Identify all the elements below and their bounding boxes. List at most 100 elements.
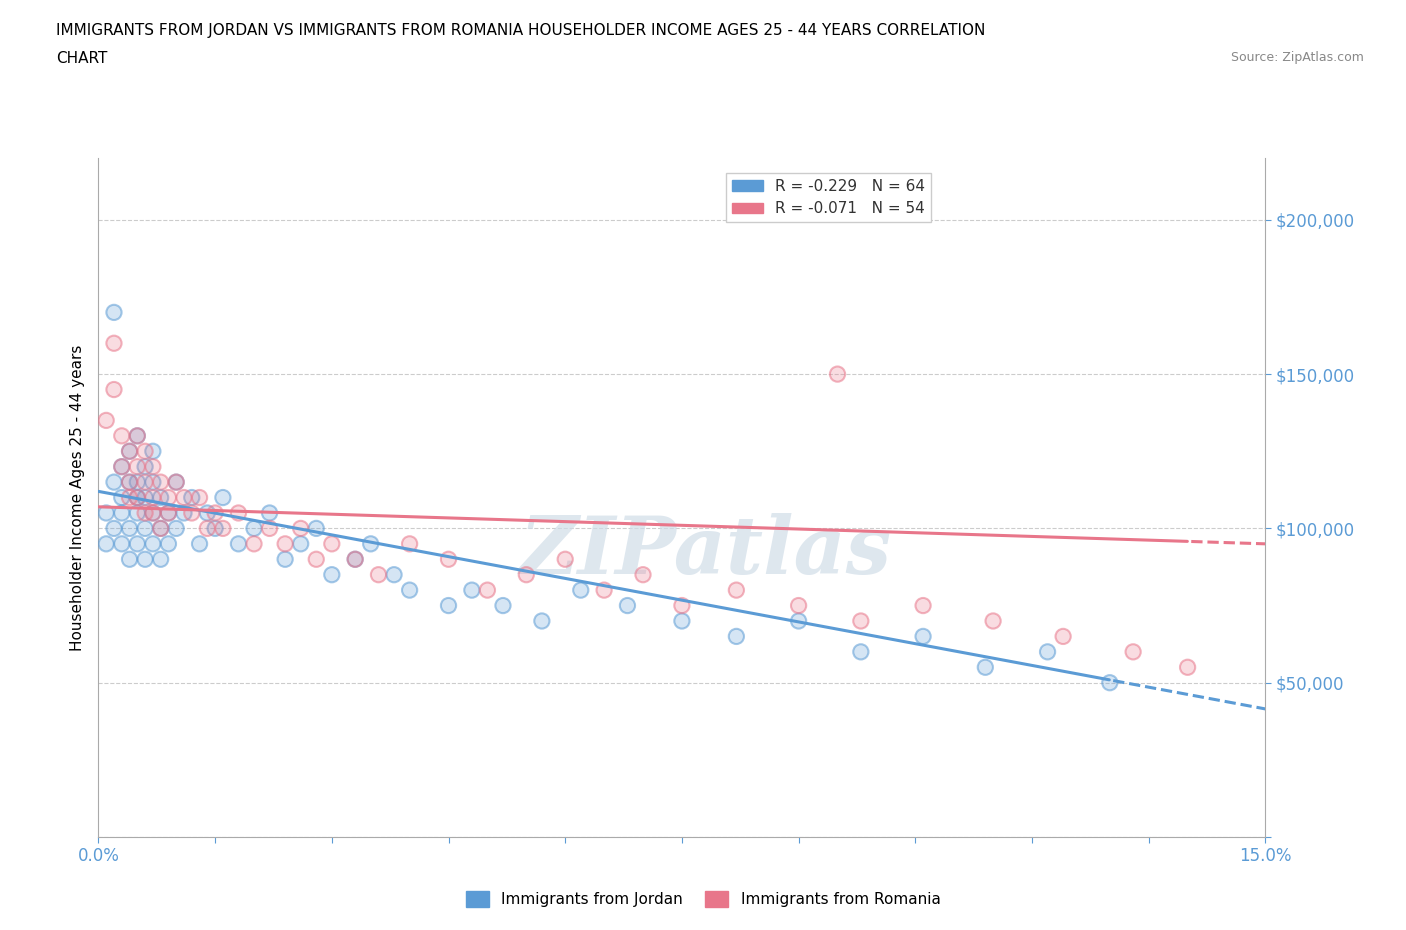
Point [492, 598, 515, 613]
Point [103, 336, 125, 351]
Point [173, 506, 195, 521]
Point [259, 521, 281, 536]
Point [127, 429, 149, 444]
Point [127, 506, 149, 521]
Point [127, 490, 149, 505]
Point [118, 474, 141, 489]
Point [530, 614, 553, 629]
Point [344, 551, 367, 566]
Point [616, 598, 638, 613]
Point [228, 506, 250, 521]
Point [204, 521, 226, 536]
Point [515, 567, 537, 582]
Point [981, 614, 1004, 629]
Point [195, 506, 218, 521]
Point [321, 537, 343, 551]
Point [212, 521, 235, 536]
Point [149, 490, 172, 505]
Point [1122, 644, 1144, 659]
Point [118, 490, 141, 505]
Point [382, 567, 405, 582]
Point [461, 583, 484, 598]
Point [671, 614, 693, 629]
Point [96, 506, 118, 521]
Point [103, 521, 125, 536]
Point [631, 567, 654, 582]
Point [149, 521, 172, 536]
Point [981, 614, 1004, 629]
Point [787, 614, 810, 629]
Point [134, 490, 156, 505]
Point [188, 490, 211, 505]
Point [165, 474, 187, 489]
Point [725, 629, 748, 644]
Point [103, 382, 125, 397]
Point [149, 521, 172, 536]
Point [127, 459, 149, 474]
Point [274, 537, 297, 551]
Point [149, 551, 172, 566]
Point [111, 490, 134, 505]
Point [111, 537, 134, 551]
Point [631, 567, 654, 582]
Point [188, 537, 211, 551]
Point [398, 583, 420, 598]
Point [134, 490, 156, 505]
Point [212, 490, 235, 505]
Point [142, 474, 165, 489]
Point [212, 521, 235, 536]
Point [849, 644, 872, 659]
Point [787, 614, 810, 629]
Point [477, 583, 499, 598]
Point [827, 366, 849, 381]
Point [157, 506, 180, 521]
Point [142, 537, 165, 551]
Point [1098, 675, 1121, 690]
Point [134, 474, 156, 489]
Point [321, 567, 343, 582]
Point [142, 474, 165, 489]
Point [134, 459, 156, 474]
Point [149, 474, 172, 489]
Point [188, 490, 211, 505]
Point [103, 305, 125, 320]
Point [118, 551, 141, 566]
Point [974, 660, 997, 675]
Point [974, 660, 997, 675]
Point [111, 459, 134, 474]
Point [569, 583, 592, 598]
Point [1098, 675, 1121, 690]
Point [259, 506, 281, 521]
Point [111, 459, 134, 474]
Point [157, 506, 180, 521]
Point [1036, 644, 1059, 659]
Point [1177, 660, 1199, 675]
Point [134, 506, 156, 521]
Point [477, 583, 499, 598]
Point [274, 551, 297, 566]
Point [228, 506, 250, 521]
Point [515, 567, 537, 582]
Point [157, 506, 180, 521]
Point [118, 521, 141, 536]
Point [111, 459, 134, 474]
Point [204, 506, 226, 521]
Point [290, 537, 312, 551]
Point [243, 521, 266, 536]
Point [157, 537, 180, 551]
Point [1052, 629, 1074, 644]
Text: Source: ZipAtlas.com: Source: ZipAtlas.com [1230, 51, 1364, 64]
Point [437, 551, 460, 566]
Point [127, 459, 149, 474]
Point [134, 506, 156, 521]
Text: IMMIGRANTS FROM JORDAN VS IMMIGRANTS FROM ROMANIA HOUSEHOLDER INCOME AGES 25 - 4: IMMIGRANTS FROM JORDAN VS IMMIGRANTS FRO… [56, 23, 986, 38]
Point [142, 537, 165, 551]
Point [360, 537, 382, 551]
Point [134, 459, 156, 474]
Point [290, 537, 312, 551]
Point [142, 490, 165, 505]
Point [142, 444, 165, 458]
Point [96, 537, 118, 551]
Point [96, 506, 118, 521]
Point [118, 521, 141, 536]
